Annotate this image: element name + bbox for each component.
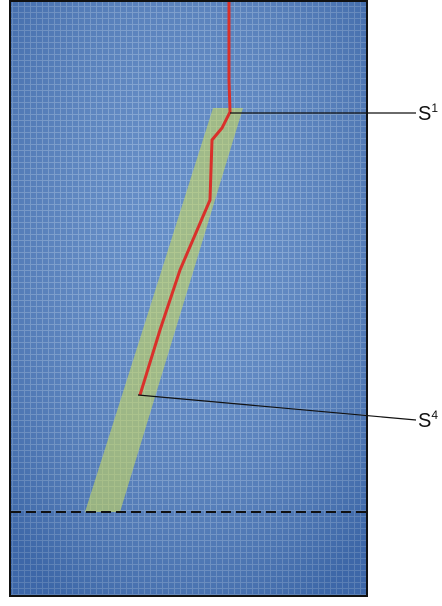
label-sup: 1 <box>431 101 438 115</box>
page: S1 S4 (() => { const data = JSON.parse(d… <box>0 0 442 606</box>
label: S4 <box>418 408 438 432</box>
label-text: S <box>418 410 431 432</box>
image-panel <box>10 0 367 596</box>
label-text: S <box>418 103 431 125</box>
figure: S1 S4 <box>0 0 442 606</box>
label-sup: 4 <box>431 408 438 422</box>
label: S1 <box>418 101 438 125</box>
shading <box>10 1 367 596</box>
